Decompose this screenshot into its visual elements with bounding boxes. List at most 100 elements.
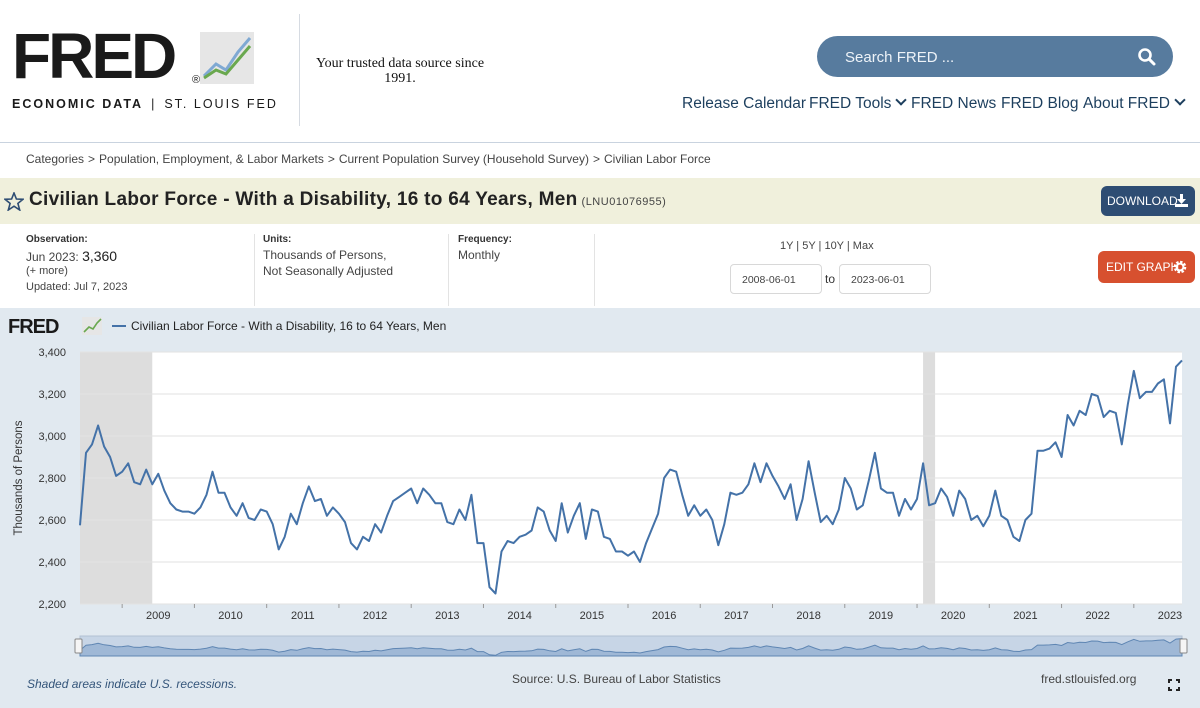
more-observations-link[interactable]: (+ more) bbox=[26, 265, 68, 277]
breadcrumb-categories[interactable]: Categories bbox=[26, 152, 85, 166]
date-to-label: to bbox=[825, 272, 836, 286]
x-tick-label: 2009 bbox=[146, 610, 170, 622]
breadcrumb-population[interactable]: Population, Employment, & Labor Markets bbox=[99, 152, 324, 166]
units-line-1: Thousands of Persons, bbox=[263, 248, 387, 262]
x-tick-label: 2019 bbox=[869, 610, 893, 622]
meta-divider bbox=[448, 234, 449, 306]
tagline-economic-data: ECONOMIC DATA bbox=[12, 97, 144, 111]
y-tick-label: 3,200 bbox=[38, 389, 66, 401]
nav-release-calendar-label: Release Calendar bbox=[682, 95, 807, 112]
x-tick-label: 2021 bbox=[1013, 610, 1037, 622]
breadcrumb-separator: > bbox=[592, 152, 600, 166]
header-divider bbox=[299, 14, 300, 126]
nav-fred-news[interactable]: FRED News bbox=[911, 95, 996, 113]
x-tick-label: 2020 bbox=[941, 610, 965, 622]
search-input[interactable] bbox=[843, 36, 1127, 79]
series-id: (LNU01076955) bbox=[581, 196, 667, 208]
x-tick-label: 2012 bbox=[363, 610, 387, 622]
meta-divider bbox=[254, 234, 255, 306]
graph-container: 2,200 2,400 2,600 2,800 3,000 3,200 3,400 2009 2… bbox=[0, 308, 1200, 708]
x-tick-label: 2011 bbox=[291, 610, 315, 622]
y-tick-label: 2,200 bbox=[38, 599, 66, 611]
nav-fred-blog[interactable]: FRED Blog bbox=[1001, 95, 1079, 113]
navigator-left-handle bbox=[74, 638, 83, 654]
end-date-input[interactable]: 2023-06-01 bbox=[839, 264, 931, 294]
edit-graph-label: EDIT GRAPH bbox=[1106, 260, 1180, 274]
breadcrumb-cps[interactable]: Current Population Survey (Household Sur… bbox=[338, 152, 589, 166]
x-tick-label: 2014 bbox=[507, 610, 531, 622]
tagline-st-louis-fed: ST. LOUIS FED bbox=[164, 97, 278, 111]
units-block: Units: Thousands of Persons, Not Seasona… bbox=[263, 234, 393, 278]
navigator-series bbox=[79, 638, 1183, 657]
x-tick-label: 2018 bbox=[796, 610, 820, 622]
nav-fred-tools[interactable]: FRED Tools bbox=[809, 94, 908, 113]
nav-fred-tools-label: FRED Tools bbox=[809, 95, 892, 112]
download-label: DOWNLOAD bbox=[1107, 194, 1178, 208]
tagline-separator: | bbox=[151, 97, 157, 111]
recession-note: Shaded areas indicate U.S. recessions. bbox=[27, 677, 238, 691]
x-tick-label: 2015 bbox=[580, 610, 604, 622]
frequency-label: Frequency: bbox=[458, 234, 512, 245]
fullscreen-icon[interactable] bbox=[1168, 679, 1180, 691]
y-axis-label: Thousands of Persons bbox=[13, 420, 25, 535]
observation-value: 3,360 bbox=[82, 248, 118, 264]
chevron-down-icon bbox=[895, 94, 908, 106]
logo-chart-icon bbox=[200, 32, 254, 84]
breadcrumb: Categories > Population, Employment, & Lab… bbox=[26, 152, 711, 166]
line-chart[interactable]: 2,200 2,400 2,600 2,800 3,000 3,200 3,400 2009 2… bbox=[0, 308, 1200, 708]
range-selector[interactable]: 1Y | 5Y | 10Y | Max bbox=[780, 240, 874, 252]
series-title: Civilian Labor Force - With a Disability… bbox=[29, 189, 666, 211]
navigator-right-handle bbox=[1179, 638, 1188, 654]
gear-icon bbox=[1173, 260, 1187, 274]
x-tick-label: 2023 bbox=[1158, 610, 1182, 622]
legend-label: Civilian Labor Force - With a Disability… bbox=[131, 319, 446, 333]
units-label: Units: bbox=[263, 234, 292, 245]
legend-fred-logo: FRED bbox=[8, 316, 59, 338]
series-title-text: Civilian Labor Force - With a Disability… bbox=[29, 189, 578, 210]
start-date-input[interactable]: 2008-06-01 bbox=[730, 264, 822, 294]
x-tick-label: 2017 bbox=[724, 610, 748, 622]
legend-logo-chart-icon bbox=[82, 317, 102, 335]
logo-wordmark: FRED bbox=[12, 20, 177, 92]
observation-block: Observation: Jun 2023: 3,360 (+ more) Up… bbox=[26, 234, 128, 293]
y-tick-label: 2,800 bbox=[38, 473, 66, 485]
series-title-band bbox=[0, 178, 1200, 224]
nav-about-fred[interactable]: About FRED bbox=[1083, 94, 1186, 113]
edit-graph-button[interactable]: EDIT GRAPH bbox=[1098, 251, 1195, 283]
y-tick-label: 2,400 bbox=[38, 557, 66, 569]
series-line bbox=[79, 359, 1183, 595]
breadcrumb-separator: > bbox=[327, 152, 335, 166]
frequency-value: Monthly bbox=[458, 248, 501, 262]
fred-url[interactable]: fred.stlouisfed.org bbox=[1041, 672, 1137, 686]
search-icon[interactable] bbox=[1137, 47, 1157, 67]
chevron-down-icon bbox=[1174, 94, 1186, 106]
nav-fred-blog-label: FRED Blog bbox=[1001, 95, 1079, 112]
search-bar[interactable] bbox=[817, 36, 1173, 79]
y-tick-label: 3,000 bbox=[38, 431, 66, 443]
observation-date: Jun 2023: bbox=[26, 250, 79, 264]
updated-date: Updated: Jul 7, 2023 bbox=[26, 281, 128, 293]
breadcrumb-separator: > bbox=[88, 152, 96, 166]
y-tick-label: 2,600 bbox=[38, 515, 66, 527]
observation-label: Observation: bbox=[26, 234, 88, 245]
source-text: Source: U.S. Bureau of Labor Statistics bbox=[512, 672, 721, 686]
meta-divider bbox=[594, 234, 595, 306]
x-tick-label: 2013 bbox=[435, 610, 459, 622]
trusted-source-text: Your trusted data source since 1991. bbox=[315, 56, 485, 86]
download-button[interactable]: DOWNLOAD bbox=[1101, 186, 1195, 216]
logo-tagline: ECONOMIC DATA | ST. LOUIS FED bbox=[12, 97, 278, 111]
frequency-block: Frequency: Monthly bbox=[458, 234, 512, 262]
nav-fred-news-label: FRED News bbox=[911, 95, 997, 112]
main-nav: Release Calendar FRED Tools FRED News FR… bbox=[670, 94, 1190, 115]
x-tick-label: 2010 bbox=[218, 610, 242, 622]
download-icon bbox=[1175, 194, 1188, 207]
series-meta: Observation: Jun 2023: 3,360 (+ more) Up… bbox=[0, 224, 1200, 308]
x-tick-label: 2016 bbox=[652, 610, 676, 622]
fred-logo[interactable]: FRED ® bbox=[12, 24, 254, 88]
breadcrumb-civilian-labor-force[interactable]: Civilian Labor Force bbox=[603, 152, 711, 166]
nav-release-calendar[interactable]: Release Calendar bbox=[682, 95, 806, 113]
star-icon[interactable] bbox=[4, 192, 24, 211]
x-tick-label: 2022 bbox=[1085, 610, 1109, 622]
y-tick-label: 3,400 bbox=[38, 347, 66, 359]
units-line-2: Not Seasonally Adjusted bbox=[263, 264, 394, 278]
